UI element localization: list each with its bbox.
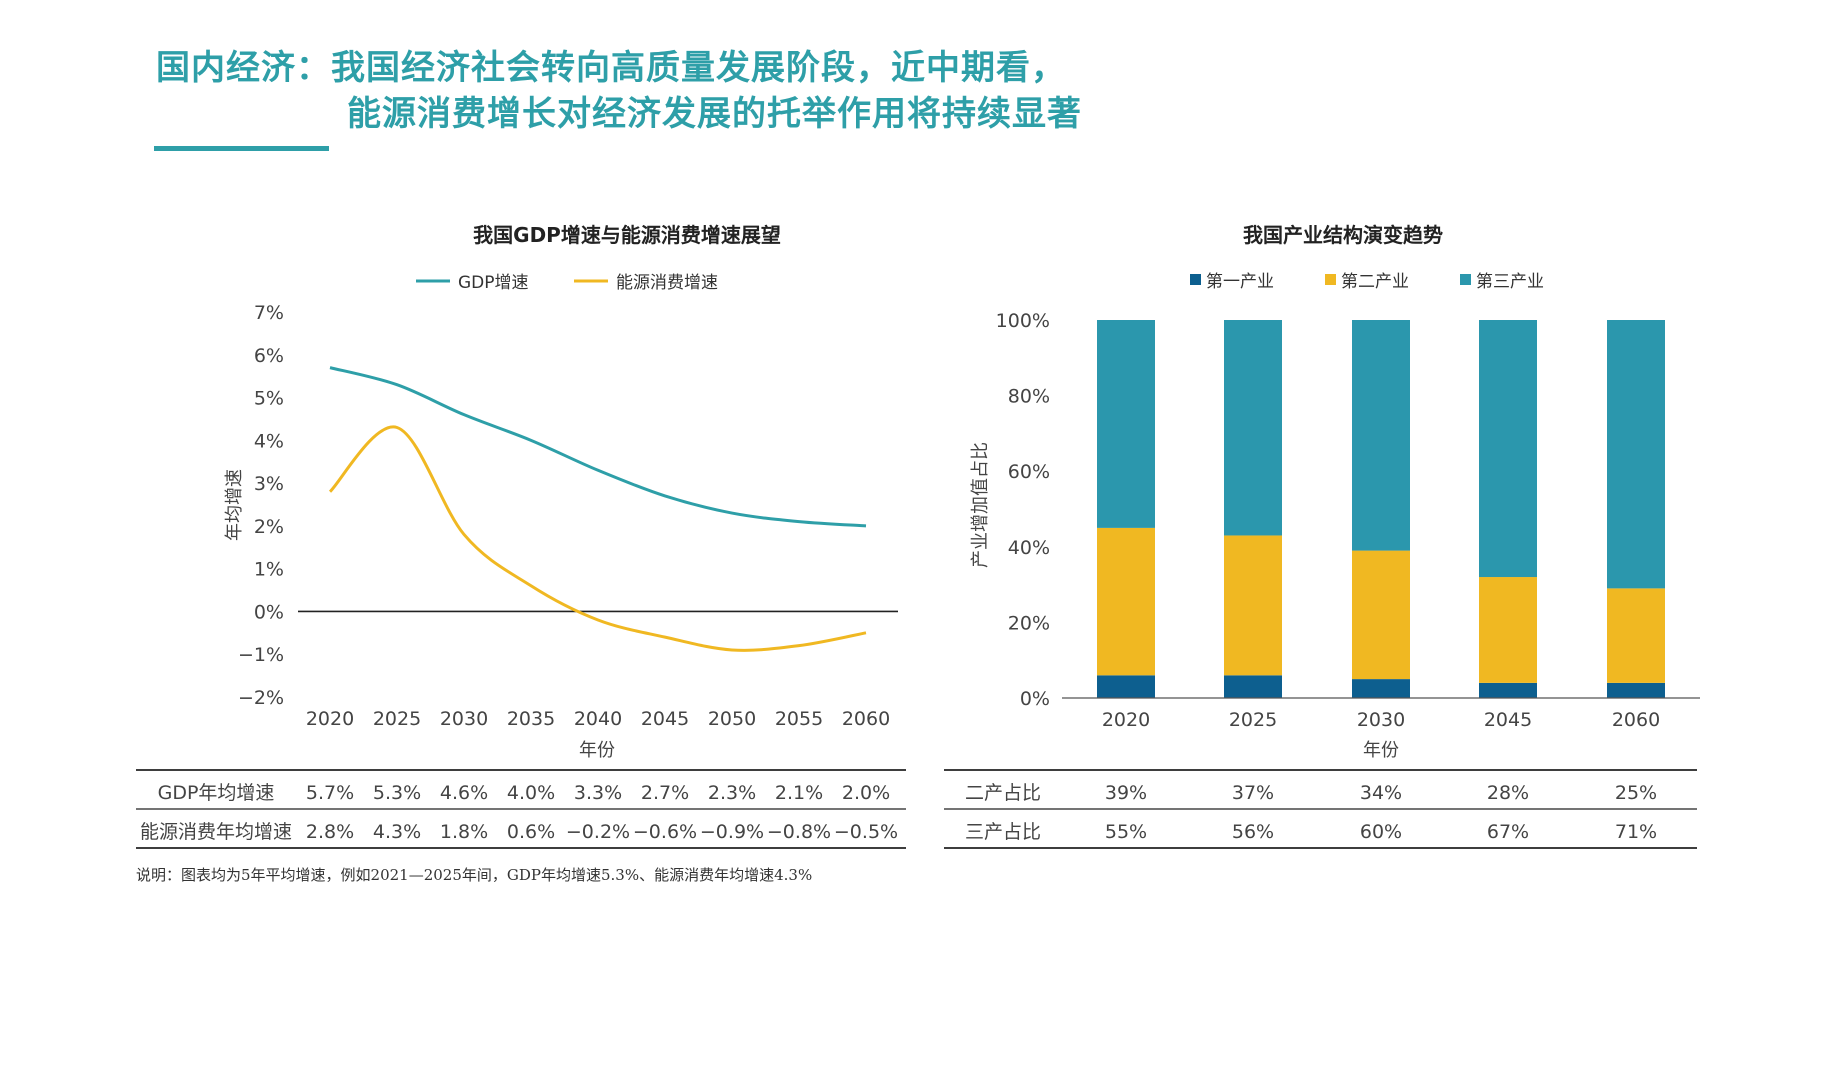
- line-y-tick: 2%: [254, 516, 284, 538]
- table2-cell: 39%: [1105, 782, 1147, 804]
- table1-cell: −0.9%: [700, 821, 764, 843]
- gdp-growth-line: [329, 366, 867, 528]
- line-x-tick: 2040: [574, 708, 622, 730]
- line-x-tick: 2035: [507, 708, 555, 730]
- bar-x-tick: 2025: [1229, 709, 1277, 731]
- bar-segment: [1479, 577, 1537, 683]
- bar-segment: [1479, 320, 1537, 578]
- table2-row-label: 三产占比: [965, 821, 1041, 843]
- table1-cell: 4.3%: [373, 821, 421, 843]
- legend-label: 第三产业: [1476, 272, 1544, 292]
- bar-segment: [1097, 320, 1155, 528]
- line-y-axis-label: 年均增速: [224, 469, 245, 541]
- bar-x-tick: 2030: [1357, 709, 1405, 731]
- line-y-tick: −2%: [238, 687, 284, 709]
- line-x-tick: 2045: [641, 708, 689, 730]
- legend-swatch: [1190, 274, 1201, 285]
- bar-segment: [1607, 682, 1665, 698]
- line-chart-title: 我国GDP增速与能源消费增速展望: [473, 223, 781, 247]
- bar-segment: [1352, 320, 1410, 551]
- title-underline: [154, 146, 329, 151]
- bar-y-tick: 0%: [1020, 688, 1050, 710]
- table1-cell: −0.5%: [834, 821, 898, 843]
- table1-cell: 2.1%: [775, 782, 823, 804]
- bar-segment: [1352, 550, 1410, 680]
- bar-x-axis-label: 年份: [1363, 740, 1399, 761]
- chart-footnote: 说明：图表均为5年平均增速，例如2021—2025年间，GDP年均增速5.3%、…: [136, 866, 813, 884]
- bar-segment: [1607, 320, 1665, 589]
- bar-chart-title: 我国产业结构演变趋势: [1243, 223, 1443, 247]
- table2-cell: 71%: [1615, 821, 1657, 843]
- line-x-tick: 2025: [373, 708, 421, 730]
- bar-segment: [1479, 682, 1537, 698]
- bar-y-axis-label: 产业增加值占比: [970, 442, 991, 568]
- legend-gdp-label: GDP增速: [458, 273, 529, 293]
- bar-segment: [1097, 675, 1155, 698]
- line-x-axis-label: 年份: [579, 740, 615, 761]
- line-y-tick: 0%: [254, 601, 284, 623]
- bar-x-tick: 2020: [1102, 709, 1150, 731]
- table2-cell: 55%: [1105, 821, 1147, 843]
- energy-growth-line: [328, 425, 867, 652]
- line-y-tick: 3%: [254, 473, 284, 495]
- bar-segment: [1224, 535, 1282, 676]
- table2-cell: 28%: [1487, 782, 1529, 804]
- table1-cell: 2.7%: [641, 782, 689, 804]
- table1-cell: 4.6%: [440, 782, 488, 804]
- table1-cell: 1.8%: [440, 821, 488, 843]
- bar-segment: [1224, 675, 1282, 698]
- table2-cell: 34%: [1360, 782, 1402, 804]
- table1-cell: 4.0%: [507, 782, 555, 804]
- line-x-tick: 2055: [775, 708, 823, 730]
- bar-y-tick: 20%: [1008, 612, 1050, 634]
- table1-cell: 3.3%: [574, 782, 622, 804]
- line-y-tick: 6%: [254, 345, 284, 367]
- legend-label: 第一产业: [1206, 272, 1274, 292]
- line-x-tick: 2020: [306, 708, 354, 730]
- legend-label: 第二产业: [1341, 272, 1409, 292]
- table1-cell: 0.6%: [507, 821, 555, 843]
- bar-segment: [1352, 679, 1410, 698]
- table2-cell: 37%: [1232, 782, 1274, 804]
- bar-segment: [1607, 588, 1665, 683]
- line-x-tick: 2060: [842, 708, 890, 730]
- page-title-line2: 能源消费增长对经济发展的托举作用将持续显著: [347, 94, 1082, 134]
- table1-cell: −0.8%: [767, 821, 831, 843]
- legend-swatch: [1460, 274, 1471, 285]
- line-x-tick: 2030: [440, 708, 488, 730]
- table1-cell: 2.3%: [708, 782, 756, 804]
- bar-segment: [1224, 320, 1282, 536]
- table2-cell: 60%: [1360, 821, 1402, 843]
- line-x-tick: 2050: [708, 708, 756, 730]
- page-title-line1: 国内经济：我国经济社会转向高质量发展阶段，近中期看，: [156, 48, 1066, 88]
- table2-cell: 56%: [1232, 821, 1274, 843]
- bar-segment: [1097, 527, 1155, 676]
- table1-cell: 5.7%: [306, 782, 354, 804]
- legend-energy-label: 能源消费增速: [616, 273, 718, 293]
- table1-cell: −0.2%: [566, 821, 630, 843]
- table2-cell: 67%: [1487, 821, 1529, 843]
- bar-y-tick: 100%: [996, 310, 1050, 332]
- table1-cell: 2.0%: [842, 782, 890, 804]
- table1-cell: −0.6%: [633, 821, 697, 843]
- table1-cell: 5.3%: [373, 782, 421, 804]
- line-y-tick: 1%: [254, 559, 284, 581]
- line-y-tick: 7%: [254, 302, 284, 324]
- bar-x-tick: 2045: [1484, 709, 1532, 731]
- bar-x-tick: 2060: [1612, 709, 1660, 731]
- table2-cell: 25%: [1615, 782, 1657, 804]
- table2-row-label: 二产占比: [965, 782, 1041, 804]
- bar-y-tick: 80%: [1008, 386, 1050, 408]
- line-y-tick: 4%: [254, 430, 284, 452]
- table1-row-label: GDP年均增速: [158, 782, 275, 804]
- line-y-tick: 5%: [254, 388, 284, 410]
- bar-y-tick: 40%: [1008, 537, 1050, 559]
- bar-y-tick: 60%: [1008, 461, 1050, 483]
- line-y-tick: −1%: [238, 644, 284, 666]
- table1-cell: 2.8%: [306, 821, 354, 843]
- table1-row-label: 能源消费年均增速: [140, 821, 292, 843]
- legend-swatch: [1325, 274, 1336, 285]
